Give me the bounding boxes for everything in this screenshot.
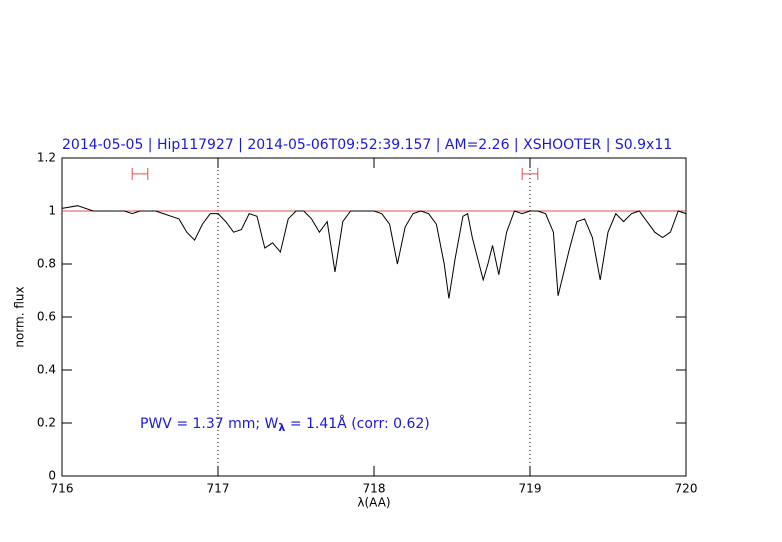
y-axis-label: norm. flux [13,286,27,347]
annotation-text: PWV = 1.37 mm; W [140,416,279,432]
x-tick-label: 718 [363,482,386,496]
chart-title: 2014-05-05 | Hip117927 | 2014-05-06T09:5… [62,137,672,153]
y-tick-label: 1 [48,204,56,218]
annotation: PWV = 1.37 mm; Wλ = 1.41Å (corr: 0.62) [140,415,430,434]
x-tick-label: 720 [675,482,698,496]
y-tick-label: 0.6 [37,310,56,324]
spectrum-line [61,205,687,299]
x-axis-label: λ(AA) [357,496,390,510]
annotation-text: = 1.41Å (corr: 0.62) [285,415,429,432]
y-tick-label: 0.2 [37,416,56,430]
range-marker [131,167,149,180]
x-tick-label: 719 [519,482,542,496]
y-tick-label: 1.2 [37,151,56,165]
y-tick-label: 0.4 [37,363,56,377]
y-tick-label: 0 [48,469,56,483]
y-tick-label: 0.8 [37,257,56,271]
range-marker [521,167,539,180]
x-tick-label: 716 [51,482,74,496]
x-tick-label: 717 [207,482,230,496]
annotation-subscript: λ [278,421,285,434]
